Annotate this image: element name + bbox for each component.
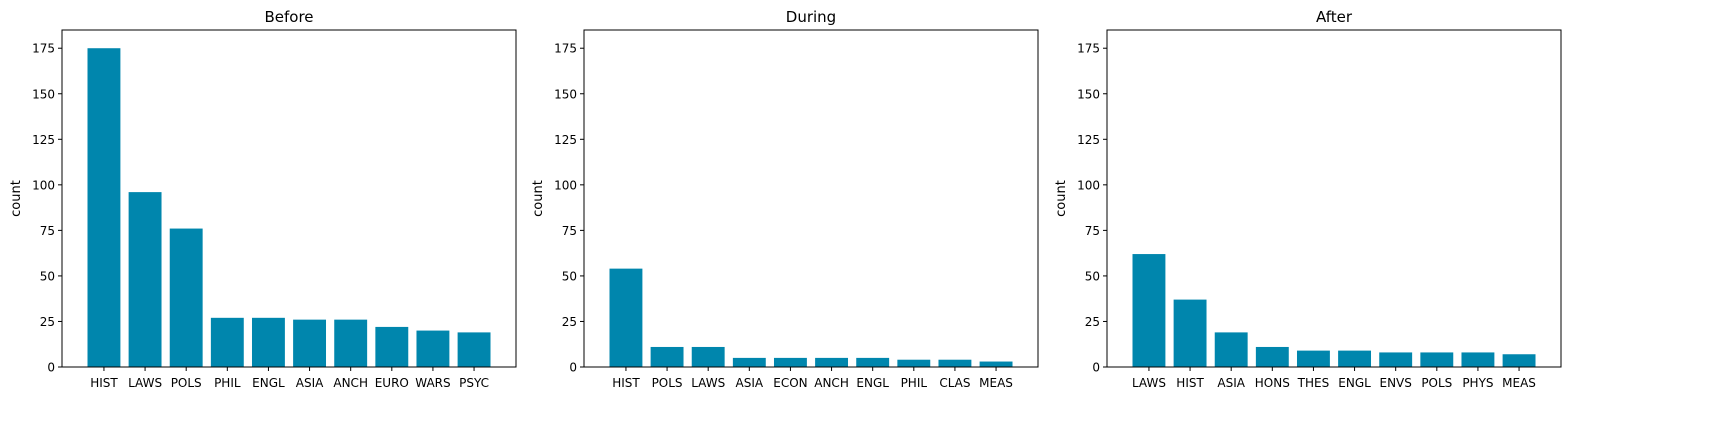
y-tick-label: 150 [32,87,55,101]
bar-clas [938,359,972,367]
x-tick-label: PSYC [459,376,489,390]
bar-engl [251,317,285,367]
y-axis-label: count [9,180,24,217]
y-tick-label: 125 [554,133,577,147]
x-tick-label: LAWS [128,376,162,390]
x-tick-label: CLAS [939,376,970,390]
bar-meas [1502,354,1536,367]
y-tick-label: 75 [562,224,577,238]
bar-psyc [457,332,491,367]
bar-euro [375,326,409,367]
x-tick-label: LAWS [1132,376,1166,390]
x-tick-label: ASIA [1217,376,1245,390]
bar-thes [1296,350,1330,367]
y-tick-label: 25 [562,315,577,329]
x-tick-label: ASIA [736,376,764,390]
y-tick-label: 50 [40,269,55,283]
bar-wars [416,330,450,367]
x-tick-label: MEAS [1502,376,1536,390]
x-tick-label: MEAS [979,376,1013,390]
bar-asia [293,319,327,367]
y-tick-label: 25 [1085,315,1100,329]
x-tick-label: WARS [415,376,450,390]
bar-pols [1420,352,1454,367]
y-axis-label: count [1054,180,1069,217]
x-tick-label: HIST [1176,376,1204,390]
chart-title: After [1316,8,1353,26]
bar-anch [334,319,368,367]
y-tick-label: 25 [40,315,55,329]
x-tick-label: ASIA [296,376,324,390]
y-tick-label: 150 [1077,87,1100,101]
x-tick-label: PHIL [901,376,928,390]
y-tick-label: 0 [569,361,577,375]
bar-anch [815,357,849,367]
bar-pols [169,228,203,367]
y-tick-label: 0 [1092,361,1100,375]
y-tick-label: 175 [554,42,577,56]
x-tick-label: ENVS [1379,376,1411,390]
bar-engl [1338,350,1372,367]
bar-laws [691,346,725,367]
bar-phil [897,359,931,367]
bar-laws [128,192,162,367]
axes-frame [61,29,517,368]
x-tick-label: ENGL [856,376,889,390]
x-tick-label: PHYS [1462,376,1493,390]
x-tick-label: PHIL [214,376,241,390]
bar-envs [1379,352,1413,367]
y-tick-label: 100 [1077,178,1100,192]
chart-title: During [786,8,836,26]
y-tick-label: 175 [32,42,55,56]
bar-hist [87,48,121,367]
y-tick-label: 100 [554,178,577,192]
y-tick-label: 75 [40,224,55,238]
x-tick-label: HIST [612,376,640,390]
x-tick-label: HONS [1255,376,1290,390]
y-tick-label: 0 [47,361,55,375]
y-tick-label: 50 [1085,269,1100,283]
bar-asia [1214,332,1248,367]
x-tick-label: POLS [652,376,683,390]
y-tick-label: 100 [32,178,55,192]
y-tick-label: 150 [554,87,577,101]
x-tick-label: POLS [1421,376,1452,390]
bar-asia [732,357,766,367]
y-axis-label: count [531,180,546,217]
chart-title: Before [264,8,313,26]
x-tick-label: HIST [90,376,118,390]
x-tick-label: ECON [773,376,807,390]
bar-phil [210,317,244,367]
bar-hist [1173,299,1207,367]
axes-frame [583,29,1039,368]
bar-hons [1255,346,1289,367]
bar-hist [609,268,643,367]
x-tick-label: LAWS [691,376,725,390]
y-tick-label: 50 [562,269,577,283]
bar-engl [856,357,890,367]
x-tick-label: EURO [375,376,409,390]
y-tick-label: 175 [1077,42,1100,56]
bar-pols [650,346,684,367]
bar-meas [979,361,1013,367]
x-tick-label: ANCH [814,376,849,390]
bar-econ [773,357,807,367]
bar-phys [1461,352,1495,367]
bar-laws [1132,254,1166,367]
axes-frame [1106,29,1562,368]
x-tick-label: ENGL [1338,376,1371,390]
x-tick-label: ANCH [333,376,368,390]
x-tick-label: ENGL [252,376,285,390]
x-tick-label: POLS [171,376,202,390]
x-tick-label: THES [1297,376,1330,390]
y-tick-label: 75 [1085,224,1100,238]
y-tick-label: 125 [32,133,55,147]
y-tick-label: 125 [1077,133,1100,147]
